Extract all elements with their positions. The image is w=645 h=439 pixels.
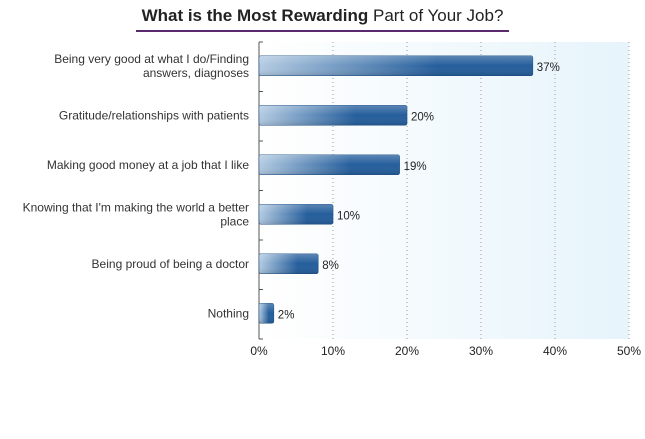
bar-shade bbox=[259, 303, 274, 324]
chart-title: What is the Most Rewarding Part of Your … bbox=[135, 6, 510, 32]
chart-title-light: Part of Your Job? bbox=[372, 6, 504, 25]
category-label: Knowing that I'm making the world a bett… bbox=[23, 200, 249, 214]
category-label: Gratitude/relationships with patients bbox=[59, 108, 249, 122]
bar-shade bbox=[259, 55, 533, 76]
x-tick-label: 50% bbox=[617, 344, 641, 358]
data-label: 20% bbox=[411, 111, 434, 123]
chart-title-bold: What is the Most Rewarding bbox=[141, 6, 369, 25]
data-label: 10% bbox=[337, 210, 360, 222]
x-tick-label: 30% bbox=[469, 344, 493, 358]
bar-shade bbox=[259, 154, 400, 175]
category-label: Being very good at what I do/Finding bbox=[54, 52, 249, 66]
data-label: 37% bbox=[537, 62, 560, 74]
bars: 37% 20% 19% 10% 8% 2% bbox=[258, 55, 560, 324]
data-label: 8% bbox=[322, 260, 339, 272]
category-labels: Being very good at what I do/Findingansw… bbox=[23, 52, 250, 321]
category-label: Nothing bbox=[208, 306, 249, 320]
x-tick-label: 20% bbox=[395, 344, 419, 358]
bar-shade bbox=[259, 204, 333, 225]
title-wrap: What is the Most Rewarding Part of Your … bbox=[0, 6, 645, 32]
x-tick-label: 10% bbox=[321, 344, 345, 358]
category-label: answers, diagnoses bbox=[143, 66, 249, 80]
category-label: Being proud of being a doctor bbox=[92, 257, 249, 271]
category-label: place bbox=[220, 214, 249, 228]
data-label: 2% bbox=[278, 309, 295, 321]
plot-background bbox=[259, 42, 629, 339]
x-tick-label: 0% bbox=[250, 344, 268, 358]
category-label: Making good money at a job that I like bbox=[47, 158, 249, 172]
bar-shade bbox=[259, 105, 407, 126]
grid-lines bbox=[332, 42, 630, 339]
data-label: 19% bbox=[404, 161, 427, 173]
x-axis-ticks: 0% 10% 20% 30% 40% 50% bbox=[250, 344, 641, 358]
x-tick-label: 40% bbox=[543, 344, 567, 358]
y-axis bbox=[258, 41, 263, 340]
bar-shade bbox=[259, 253, 319, 274]
